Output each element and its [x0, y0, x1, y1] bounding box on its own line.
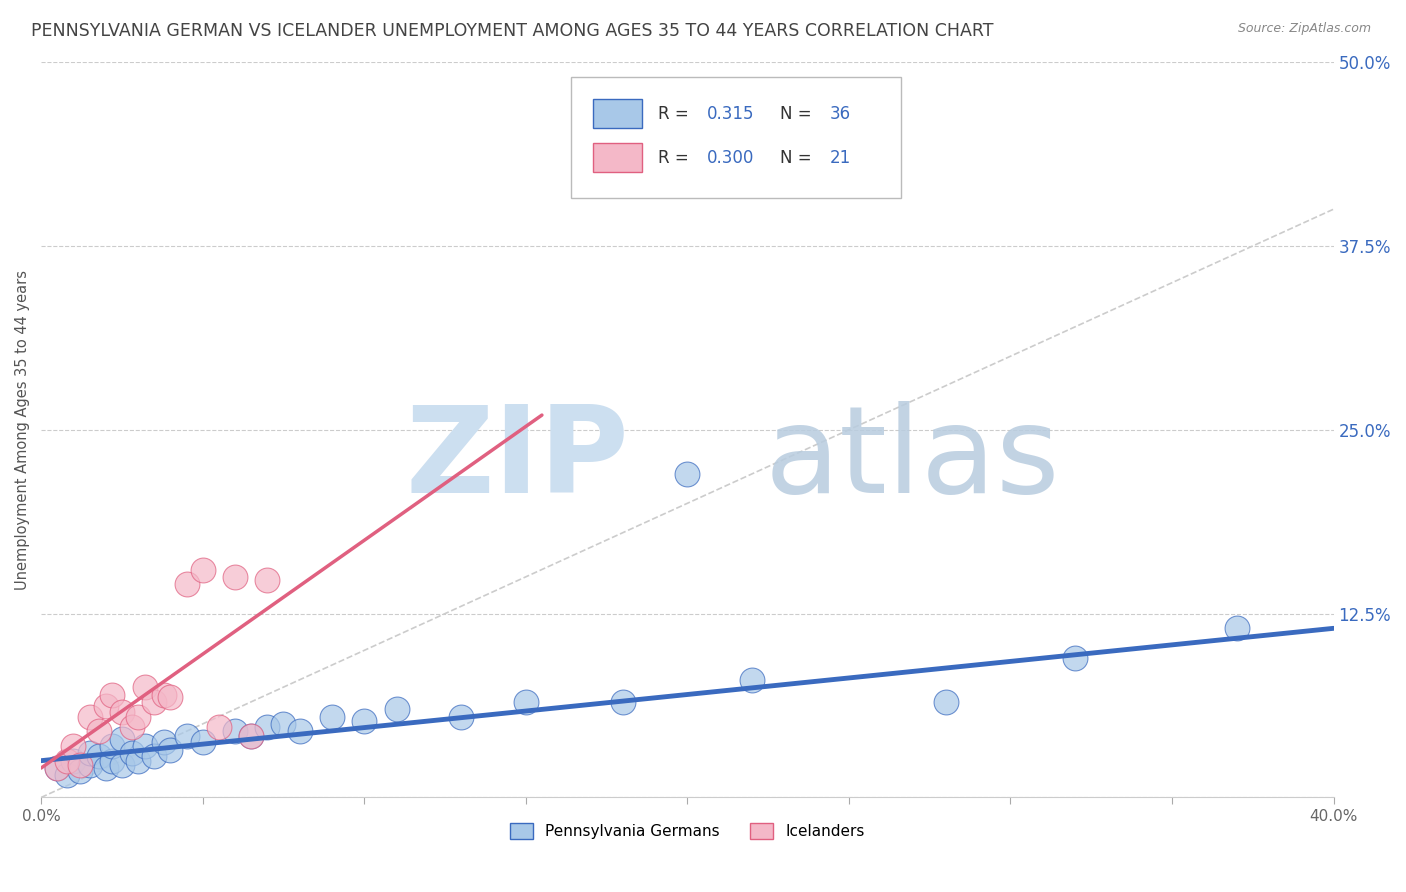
Point: [353, 714, 375, 728]
Point: [62, 739, 84, 753]
Point: [46, 761, 69, 775]
Point: [676, 467, 699, 481]
Point: [111, 731, 134, 746]
Point: [191, 562, 214, 576]
Point: [1226, 621, 1249, 635]
Text: N =: N =: [780, 149, 817, 167]
Point: [208, 720, 231, 734]
Point: [79, 709, 101, 723]
Point: [79, 747, 101, 761]
Point: [127, 709, 149, 723]
Point: [79, 758, 101, 772]
Point: [94, 761, 117, 775]
Text: R =: R =: [658, 149, 693, 167]
Point: [256, 573, 278, 587]
Point: [256, 720, 278, 734]
FancyBboxPatch shape: [593, 143, 643, 172]
FancyBboxPatch shape: [593, 99, 643, 128]
Point: [515, 695, 537, 709]
Point: [159, 743, 181, 757]
Text: R =: R =: [658, 104, 693, 122]
Point: [240, 729, 263, 743]
Text: 0.300: 0.300: [707, 149, 754, 167]
Text: PENNSYLVANIA GERMAN VS ICELANDER UNEMPLOYMENT AMONG AGES 35 TO 44 YEARS CORRELAT: PENNSYLVANIA GERMAN VS ICELANDER UNEMPLO…: [31, 22, 994, 40]
Point: [176, 577, 198, 591]
Point: [69, 764, 91, 778]
Point: [321, 709, 343, 723]
Point: [450, 709, 472, 723]
Point: [46, 761, 69, 775]
Point: [121, 720, 143, 734]
FancyBboxPatch shape: [571, 77, 901, 198]
Point: [159, 690, 181, 705]
Point: [89, 749, 111, 764]
Point: [935, 695, 957, 709]
Point: [94, 699, 117, 714]
Point: [191, 734, 214, 748]
Point: [741, 673, 763, 687]
Point: [612, 695, 634, 709]
Point: [143, 695, 166, 709]
Point: [224, 570, 246, 584]
Y-axis label: Unemployment Among Ages 35 to 44 years: Unemployment Among Ages 35 to 44 years: [15, 269, 30, 590]
Point: [111, 705, 134, 719]
Point: [121, 747, 143, 761]
Point: [153, 688, 176, 702]
Point: [134, 739, 156, 753]
Text: ZIP: ZIP: [405, 401, 628, 517]
Point: [385, 702, 408, 716]
Point: [101, 739, 124, 753]
Point: [1064, 650, 1087, 665]
Point: [56, 768, 79, 782]
Point: [176, 729, 198, 743]
Point: [134, 680, 156, 694]
Point: [273, 717, 295, 731]
Point: [288, 724, 311, 739]
Text: atlas: atlas: [765, 401, 1060, 517]
Point: [69, 758, 91, 772]
Point: [143, 749, 166, 764]
Point: [62, 754, 84, 768]
Point: [240, 729, 263, 743]
Point: [89, 724, 111, 739]
Text: Source: ZipAtlas.com: Source: ZipAtlas.com: [1237, 22, 1371, 36]
Point: [101, 688, 124, 702]
Legend: Pennsylvania Germans, Icelanders: Pennsylvania Germans, Icelanders: [503, 817, 870, 845]
Text: 21: 21: [830, 149, 851, 167]
Text: N =: N =: [780, 104, 817, 122]
Point: [56, 754, 79, 768]
Text: 36: 36: [830, 104, 851, 122]
Point: [101, 754, 124, 768]
Point: [111, 758, 134, 772]
Point: [224, 724, 246, 739]
Point: [153, 734, 176, 748]
Point: [127, 754, 149, 768]
Text: 0.315: 0.315: [707, 104, 754, 122]
